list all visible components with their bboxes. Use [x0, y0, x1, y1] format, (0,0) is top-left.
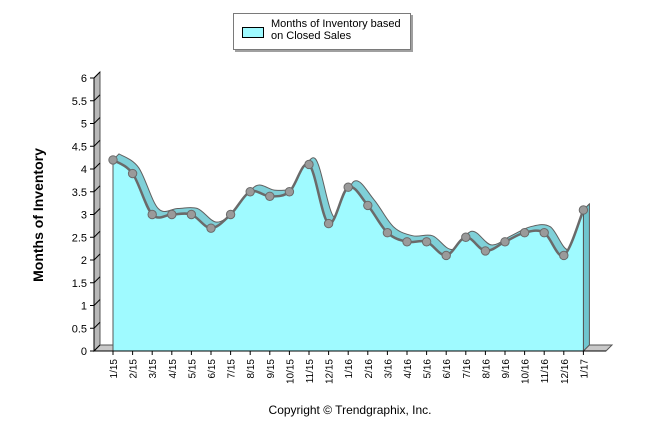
- x-tick-label: 6/16: [442, 359, 453, 379]
- legend-label: Months of Inventory based on Closed Sale…: [271, 18, 401, 42]
- data-point-12-16: [559, 250, 569, 261]
- area-end-face: [582, 202, 590, 353]
- data-point-3-15: [147, 209, 157, 220]
- data-point-4-16: [402, 237, 412, 247]
- x-tick-label: 3/15: [148, 359, 159, 379]
- y-tick-depth: [93, 276, 101, 284]
- copyright-footer: Copyright © Trendgraphix, Inc.: [268, 403, 432, 417]
- x-tick-label: 7/16: [462, 359, 473, 379]
- x-tick-label: 11/15: [305, 359, 316, 384]
- y-tick-label: 6: [81, 73, 87, 85]
- x-tick-label: 8/16: [481, 359, 492, 379]
- data-point-1-16: [343, 182, 353, 192]
- y-tick-label: 0.5: [72, 323, 87, 335]
- y-tick-depth: [93, 230, 101, 238]
- x-tick-label: 4/16: [403, 359, 414, 379]
- y-tick-label: 5: [81, 119, 87, 131]
- data-point-8-15: [245, 187, 255, 197]
- y-tick-depth: [93, 344, 101, 352]
- legend: Months of Inventory based on Closed Sale…: [233, 13, 411, 50]
- y-tick-label: 5.5: [72, 96, 87, 108]
- x-tick-label: 2/15: [129, 359, 140, 379]
- x-tick-label: 10/15: [285, 359, 296, 384]
- data-point-12-15: [323, 218, 334, 229]
- x-tick-label: 2/16: [364, 359, 375, 379]
- data-point-1-17: [578, 205, 589, 215]
- data-point-7-15: [225, 209, 236, 220]
- data-point-10-15: [284, 187, 295, 197]
- y-tick-depth: [93, 71, 101, 79]
- x-tick-label: 6/15: [207, 359, 218, 379]
- y-tick-label: 4.5: [72, 141, 87, 153]
- y-tick-label: 3.5: [72, 187, 87, 199]
- x-tick-label: 12/16: [560, 359, 571, 384]
- y-tick-label: 2.5: [72, 232, 87, 244]
- x-tick-label: 11/16: [540, 359, 551, 384]
- x-tick-label: 3/16: [383, 359, 394, 379]
- x-tick-label: 4/15: [168, 359, 179, 379]
- y-tick-depth: [93, 253, 101, 261]
- x-tick-label: 5/15: [187, 359, 198, 379]
- x-tick-label: 10/16: [521, 359, 532, 384]
- data-point-6-15: [206, 223, 216, 233]
- data-point-5-15: [186, 209, 197, 220]
- y-tick-depth: [93, 94, 101, 102]
- data-point-1-15: [108, 155, 118, 165]
- data-point-9-16: [500, 237, 510, 247]
- data-point-2-15: [127, 168, 138, 179]
- y-tick-label: 2: [81, 255, 87, 267]
- y-tick-depth: [93, 299, 101, 306]
- y-tick-label: 3: [81, 210, 87, 222]
- x-tick-label: 12/15: [325, 359, 336, 384]
- y-tick-depth: [93, 117, 101, 124]
- y-tick-label: 4: [81, 164, 87, 176]
- legend-swatch: [242, 27, 264, 38]
- y-tick-depth: [93, 139, 101, 147]
- x-tick-label: 9/15: [266, 359, 277, 379]
- x-tick-label: 5/16: [423, 359, 434, 379]
- data-point-4-15: [167, 209, 177, 220]
- data-point-10-16: [519, 228, 530, 238]
- data-point-5-16: [421, 237, 432, 247]
- data-point-6-16: [441, 250, 451, 261]
- y-tick-depth: [93, 321, 101, 329]
- x-tick-label: 1/15: [109, 359, 120, 379]
- x-tick-label: 1/16: [344, 359, 355, 379]
- data-point-9-15: [265, 191, 275, 202]
- y-tick-label: 1.5: [72, 278, 87, 290]
- y-tick-depth: [93, 208, 101, 215]
- x-tick-label: 7/15: [227, 359, 238, 379]
- x-tick-label: 1/17: [579, 359, 590, 379]
- x-tick-label: 8/15: [246, 359, 257, 379]
- data-point-8-16: [480, 246, 491, 256]
- data-point-7-16: [461, 232, 471, 242]
- data-point-2-16: [363, 200, 373, 211]
- y-tick-depth: [93, 162, 101, 170]
- y-tick-depth: [93, 185, 101, 193]
- x-tick-label: 9/16: [501, 359, 512, 379]
- y-tick-label: 1: [81, 301, 87, 313]
- data-point-11-15: [304, 159, 314, 170]
- data-point-11-16: [539, 228, 549, 238]
- data-point-3-16: [382, 228, 393, 238]
- y-tick-label: 0: [81, 346, 87, 358]
